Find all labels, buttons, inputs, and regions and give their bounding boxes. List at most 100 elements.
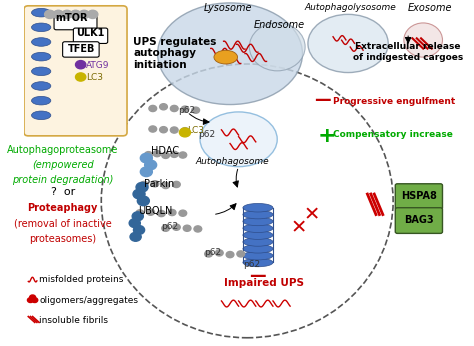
Circle shape xyxy=(170,106,178,111)
Circle shape xyxy=(70,10,81,18)
Circle shape xyxy=(137,196,149,206)
FancyBboxPatch shape xyxy=(63,42,99,57)
Text: insoluble fibrils: insoluble fibrils xyxy=(39,316,108,325)
FancyBboxPatch shape xyxy=(73,28,108,44)
Text: Parkin: Parkin xyxy=(144,179,174,189)
Text: Progressive engulfment: Progressive engulfment xyxy=(333,97,456,106)
Circle shape xyxy=(140,167,152,176)
Ellipse shape xyxy=(308,15,388,73)
Circle shape xyxy=(179,210,187,216)
Text: Exosome: Exosome xyxy=(407,2,452,12)
FancyBboxPatch shape xyxy=(24,6,127,136)
Circle shape xyxy=(88,10,98,18)
Circle shape xyxy=(170,151,178,157)
Text: Endosome: Endosome xyxy=(254,20,305,30)
Circle shape xyxy=(75,61,86,69)
Circle shape xyxy=(183,225,191,231)
Text: —: — xyxy=(314,91,331,109)
Circle shape xyxy=(79,10,89,18)
Circle shape xyxy=(162,225,170,231)
Circle shape xyxy=(153,151,161,157)
Circle shape xyxy=(173,181,180,188)
Text: Autophagolysosome: Autophagolysosome xyxy=(304,3,396,12)
Ellipse shape xyxy=(243,258,273,267)
Circle shape xyxy=(130,233,141,241)
Text: oligomers/aggregates: oligomers/aggregates xyxy=(39,295,138,304)
Text: mTOR: mTOR xyxy=(55,13,88,23)
Circle shape xyxy=(237,251,245,257)
Ellipse shape xyxy=(243,231,273,239)
Ellipse shape xyxy=(32,23,51,31)
Circle shape xyxy=(216,250,223,256)
Circle shape xyxy=(162,152,170,158)
Ellipse shape xyxy=(32,97,51,105)
Circle shape xyxy=(45,10,55,18)
Text: HDAC: HDAC xyxy=(151,146,179,156)
Text: p62: p62 xyxy=(204,248,221,257)
Circle shape xyxy=(145,152,152,158)
Ellipse shape xyxy=(32,52,51,61)
Circle shape xyxy=(181,106,189,112)
Circle shape xyxy=(181,128,189,134)
Text: Impaired UPS: Impaired UPS xyxy=(224,278,304,288)
Text: p62: p62 xyxy=(179,106,196,115)
Circle shape xyxy=(62,10,72,18)
Circle shape xyxy=(179,128,191,137)
Ellipse shape xyxy=(243,238,273,246)
Ellipse shape xyxy=(32,67,51,76)
Text: BAG3: BAG3 xyxy=(404,216,434,225)
Circle shape xyxy=(192,107,200,113)
Text: Autophagosome: Autophagosome xyxy=(195,157,269,166)
FancyBboxPatch shape xyxy=(395,208,443,234)
Ellipse shape xyxy=(404,23,443,57)
Ellipse shape xyxy=(214,50,237,64)
Text: TFEB: TFEB xyxy=(68,44,96,54)
Text: p62: p62 xyxy=(198,130,215,139)
Circle shape xyxy=(160,104,167,110)
FancyBboxPatch shape xyxy=(54,13,97,30)
Text: p62: p62 xyxy=(243,260,260,269)
Text: UBQLN: UBQLN xyxy=(138,206,172,216)
Circle shape xyxy=(75,73,86,81)
Circle shape xyxy=(134,226,145,235)
Text: ?  or: ? or xyxy=(51,187,75,197)
Text: LC3: LC3 xyxy=(86,73,103,82)
Ellipse shape xyxy=(243,224,273,233)
Ellipse shape xyxy=(249,23,305,71)
Ellipse shape xyxy=(243,251,273,260)
Text: proteasomes): proteasomes) xyxy=(29,234,96,244)
Circle shape xyxy=(133,189,145,199)
Circle shape xyxy=(132,212,143,221)
Text: ATG9: ATG9 xyxy=(86,61,110,70)
Circle shape xyxy=(151,181,159,187)
Circle shape xyxy=(32,298,38,302)
Circle shape xyxy=(173,224,180,230)
Text: ✕: ✕ xyxy=(291,219,307,238)
Ellipse shape xyxy=(32,111,51,120)
Text: Proteaphagy: Proteaphagy xyxy=(27,203,98,213)
Ellipse shape xyxy=(243,203,273,212)
Text: misfolded proteins: misfolded proteins xyxy=(39,275,123,284)
Circle shape xyxy=(29,295,36,300)
Text: (removal of inactive: (removal of inactive xyxy=(14,218,111,228)
Text: HSPA8: HSPA8 xyxy=(401,191,437,201)
Text: ✕: ✕ xyxy=(303,205,320,224)
Text: Lysosome: Lysosome xyxy=(204,2,252,12)
Text: —: — xyxy=(250,267,266,285)
Circle shape xyxy=(226,252,234,258)
FancyBboxPatch shape xyxy=(395,184,443,209)
Circle shape xyxy=(149,106,156,111)
Circle shape xyxy=(160,127,167,133)
Circle shape xyxy=(129,219,140,228)
Circle shape xyxy=(136,182,148,192)
Ellipse shape xyxy=(243,210,273,219)
Circle shape xyxy=(53,10,64,18)
Ellipse shape xyxy=(200,112,277,167)
Circle shape xyxy=(179,152,187,158)
Circle shape xyxy=(145,160,156,170)
Circle shape xyxy=(157,210,165,217)
Ellipse shape xyxy=(243,245,273,253)
Circle shape xyxy=(194,226,202,232)
Text: UPS regulates
autophagy
initiation: UPS regulates autophagy initiation xyxy=(134,37,217,70)
Text: LC3: LC3 xyxy=(187,126,204,135)
